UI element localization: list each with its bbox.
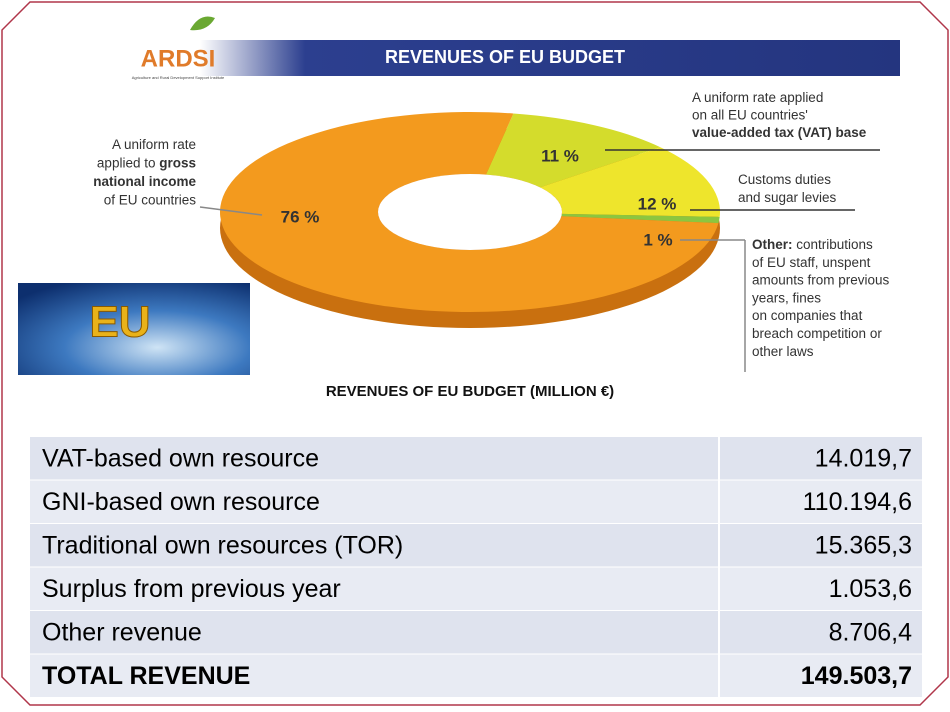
- annotation-part: years, fines: [752, 290, 821, 305]
- annotation: A uniform rate: [112, 137, 196, 152]
- row-value: 1.053,6: [829, 575, 912, 603]
- logo-leaf: [190, 17, 215, 31]
- annotation-part: contributions: [793, 237, 874, 252]
- table-title: REVENUES OF EU BUDGET (MILLION €): [326, 383, 614, 400]
- row-value: 14.019,7: [815, 444, 912, 472]
- row-label: TOTAL REVENUE: [42, 662, 250, 690]
- row-value: 110.194,6: [803, 488, 912, 516]
- row-value: 149.503,7: [801, 662, 912, 690]
- annotation-part: Customs duties: [738, 172, 831, 187]
- annotation: of EU countries: [104, 192, 197, 207]
- annotation: Customs duties: [738, 172, 831, 187]
- logo-subtitle: Agriculture and Rural Development Suppor…: [132, 75, 225, 80]
- annotation: applied to gross: [97, 155, 196, 170]
- revenue-table: REVENUES OF EU BUDGET (MILLION €) VAT-bas…: [30, 383, 922, 697]
- annotation: of EU staff, unspent: [752, 254, 871, 269]
- annotation-part: Other:: [752, 237, 793, 252]
- annotation-part: other laws: [752, 343, 814, 358]
- annotation-part: applied to: [97, 155, 159, 170]
- annotation: Other: contributions: [752, 237, 873, 252]
- annotation: other laws: [752, 343, 814, 358]
- eu-image-text: EU: [89, 298, 150, 347]
- annotation: value-added tax (VAT) base: [692, 125, 867, 140]
- donut-hole: [378, 174, 562, 250]
- value-label: 1 %: [643, 230, 672, 249]
- row-label: GNI-based own resource: [42, 488, 320, 516]
- annotation-part: A uniform rate: [112, 137, 196, 152]
- annotation-part: national income: [93, 174, 196, 189]
- row-value: 8.706,4: [829, 618, 913, 646]
- annotation: years, fines: [752, 290, 821, 305]
- annotation-part: gross: [159, 155, 196, 170]
- annotation-part: breach competition or: [752, 326, 882, 341]
- row-label: VAT-based own resource: [42, 444, 319, 472]
- annotation-part: value-added tax (VAT) base: [692, 125, 867, 140]
- annotation-part: on all EU countries': [692, 107, 808, 122]
- row-label: Surplus from previous year: [42, 575, 341, 603]
- row-label: Traditional own resources (TOR): [42, 531, 403, 559]
- annotation: national income: [93, 174, 196, 189]
- annotation: breach competition or: [752, 326, 882, 341]
- annotation: on all EU countries': [692, 107, 808, 122]
- annotation: amounts from previous: [752, 272, 890, 287]
- value-label: 76 %: [281, 207, 320, 226]
- annotation-part: of EU staff, unspent: [752, 254, 871, 269]
- annotation: and sugar levies: [738, 190, 837, 205]
- slide: ARDSI Agriculture and Rural Development …: [0, 0, 950, 707]
- logo: ARDSI: [141, 45, 216, 72]
- value-label: 12 %: [638, 194, 677, 213]
- row-label: Other revenue: [42, 618, 202, 646]
- annotation-part: of EU countries: [104, 192, 197, 207]
- annotation: on companies that: [752, 308, 863, 323]
- annotation-part: and sugar levies: [738, 190, 837, 205]
- annotation-part: on companies that: [752, 308, 863, 323]
- annotation-part: amounts from previous: [752, 272, 890, 287]
- header-title: REVENUES OF EU BUDGET: [385, 47, 625, 67]
- annotation-part: A uniform rate applied: [692, 90, 823, 105]
- value-label: 11 %: [541, 146, 579, 165]
- annotation: A uniform rate applied: [692, 90, 823, 105]
- row-value: 15.365,3: [815, 531, 912, 559]
